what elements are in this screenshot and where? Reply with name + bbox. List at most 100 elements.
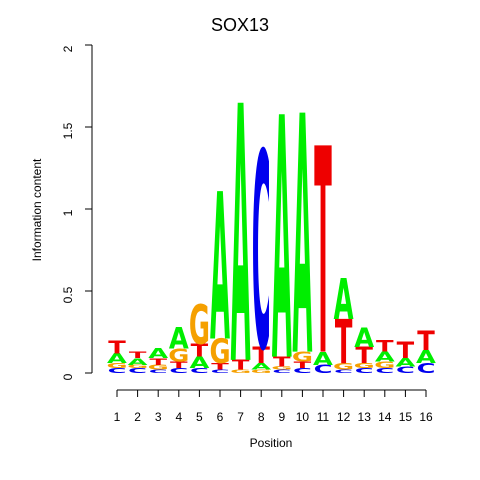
logo-letter-G: G <box>106 362 127 370</box>
logo-letter-G: G <box>354 362 375 370</box>
y-tick-label: 1.5 <box>61 122 75 139</box>
logo-letter-G: G <box>271 366 292 371</box>
logo-letter-C: C <box>417 361 436 377</box>
x-tick-label: 5 <box>196 410 203 424</box>
logo-letter-A: A <box>354 323 374 354</box>
logo-letter-G: G <box>148 364 169 372</box>
x-tick-label: 3 <box>155 410 162 424</box>
logo-letter-T: T <box>294 360 313 371</box>
logo-letter-A: A <box>231 33 251 443</box>
x-tick-label: 14 <box>378 410 392 424</box>
logo-letter-T: T <box>211 361 230 372</box>
logo-letter-G: G <box>168 345 189 366</box>
logo-letter-C: C <box>190 367 209 375</box>
position-stack: CAT <box>313 90 334 420</box>
y-tick-label: 0 <box>61 373 75 380</box>
x-axis-label: Position <box>250 436 293 450</box>
logo-letter-A: A <box>375 349 395 365</box>
logo-letter-A: A <box>128 356 148 367</box>
y-tick-label: 0.5 <box>61 286 75 303</box>
x-axis: 1 2 3 4 5 6 7 8 9 10 11 12 13 14 15 16 <box>114 389 433 424</box>
position-stack: CAT <box>395 338 416 376</box>
x-tick-label: 9 <box>278 410 285 424</box>
position-stack: GTA <box>230 33 251 443</box>
logo-letter-A: A <box>292 47 312 429</box>
logo-letter-G: G <box>292 349 313 365</box>
x-tick-label: 13 <box>358 410 372 424</box>
x-tick-label: 16 <box>419 410 433 424</box>
logo-letter-A: A <box>395 356 416 369</box>
logo-letter-T: T <box>252 343 270 369</box>
logo-letter-C: C <box>314 363 333 376</box>
logo-letter-T: T <box>273 354 291 370</box>
logo-letter-T: T <box>170 360 189 371</box>
x-tick-label: 10 <box>296 410 310 424</box>
logo-letter-T: T <box>129 350 148 361</box>
logo-letter-T: T <box>191 340 209 361</box>
x-tick-label: 11 <box>317 410 330 424</box>
y-tick-label: 1 <box>61 209 75 216</box>
logo-letter-A: A <box>272 48 292 436</box>
position-stack: CAT <box>416 327 437 377</box>
y-axis-label: Information content <box>30 158 44 261</box>
logo-letter-C: C <box>252 98 271 412</box>
logo-letter-T: T <box>376 338 394 356</box>
logo-letter-T: T <box>335 307 353 377</box>
logo-letter-A: A <box>313 349 334 370</box>
x-tick-label: 7 <box>237 410 244 424</box>
x-tick-label: 12 <box>337 410 351 424</box>
logo-letter-G: G <box>333 361 354 372</box>
logo-letter-C: C <box>396 365 415 376</box>
logo-letter-A: A <box>251 361 271 372</box>
logo-letter-T: T <box>355 343 373 369</box>
logo-letter-C: C <box>355 367 374 375</box>
logo-letter-C: C <box>334 369 353 374</box>
logo-letter-G: G <box>189 294 210 357</box>
chart-title: SOX13 <box>211 15 269 35</box>
logo-letter-T: T <box>417 327 435 358</box>
logo-letter-C: C <box>375 367 394 375</box>
logo-letter-C: C <box>293 367 312 375</box>
logo-letter-T: T <box>149 356 168 367</box>
logo-letter-G: G <box>374 360 395 371</box>
logo-letter-T: T <box>108 337 126 358</box>
logo-letter-C: C <box>272 369 291 374</box>
logo-letter-A: A <box>148 346 168 362</box>
x-tick-label: 8 <box>258 410 265 424</box>
x-tick-label: 6 <box>217 410 224 424</box>
logo-letter-A: A <box>169 322 190 356</box>
logo-letter-C: C <box>128 367 147 375</box>
logo-letter-C: C <box>169 367 188 375</box>
logo-letter-T: T <box>314 90 332 420</box>
logo-letter-T: T <box>232 357 250 373</box>
logo-letter-A: A <box>189 354 210 372</box>
logo-letter-A: A <box>416 347 437 368</box>
logo-letter-G: G <box>230 369 251 374</box>
x-tick-label: 1 <box>114 410 121 424</box>
logo-letter-G: G <box>209 333 230 372</box>
logo-letter-T: T <box>397 338 415 364</box>
y-tick-label: 2 <box>61 45 75 52</box>
logo-letter-A: A <box>210 151 230 387</box>
x-tick-label: 2 <box>134 410 141 424</box>
logo-letter-C: C <box>211 369 230 374</box>
logo-letter-A: A <box>107 351 127 367</box>
x-tick-label: 4 <box>175 410 182 424</box>
logo-letter-A: A <box>334 267 354 333</box>
y-axis: 0 0.5 1 1.5 2 <box>61 44 93 380</box>
logo-letter-C: C <box>149 369 168 374</box>
